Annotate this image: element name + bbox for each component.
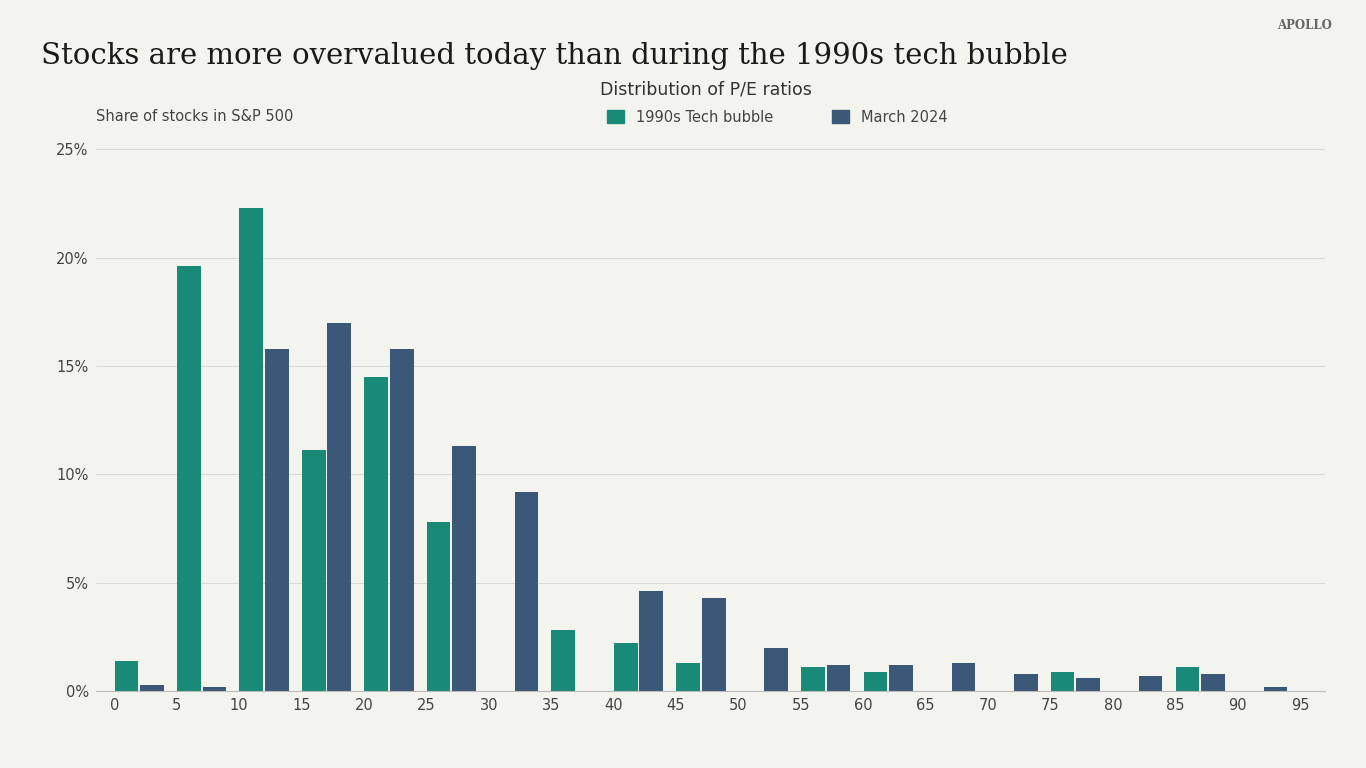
Bar (1050, 672, 1075, 691)
Bar (613, 644, 638, 691)
Bar (889, 665, 912, 691)
Bar (702, 598, 725, 691)
Bar (1264, 687, 1287, 691)
Bar (1176, 667, 1199, 691)
Bar (141, 685, 164, 691)
Bar (265, 349, 288, 691)
Bar (239, 207, 264, 691)
Text: Distribution of P/E ratios: Distribution of P/E ratios (600, 80, 811, 98)
Bar (1201, 674, 1225, 691)
Legend: 1990s Tech bubble, March 2024: 1990s Tech bubble, March 2024 (607, 110, 948, 124)
Bar (863, 672, 888, 691)
Text: Stocks are more overvalued today than during the 1990s tech bubble: Stocks are more overvalued today than du… (41, 42, 1068, 70)
Bar (1014, 674, 1038, 691)
Bar (328, 323, 351, 691)
Bar (639, 591, 664, 691)
Bar (1076, 678, 1100, 691)
Bar (452, 446, 475, 691)
Bar (676, 663, 699, 691)
Bar (800, 667, 825, 691)
Bar (389, 349, 414, 691)
Bar (1139, 676, 1162, 691)
Bar (515, 492, 538, 691)
Bar (365, 377, 388, 691)
Bar (178, 266, 201, 691)
Bar (202, 687, 227, 691)
Bar (952, 663, 975, 691)
Bar (826, 665, 851, 691)
Text: APOLLO: APOLLO (1277, 19, 1332, 32)
Bar (302, 451, 325, 691)
Text: Share of stocks in S&P 500: Share of stocks in S&P 500 (96, 109, 292, 124)
Bar (552, 631, 575, 691)
Bar (426, 522, 451, 691)
Bar (765, 648, 788, 691)
Bar (115, 660, 138, 691)
